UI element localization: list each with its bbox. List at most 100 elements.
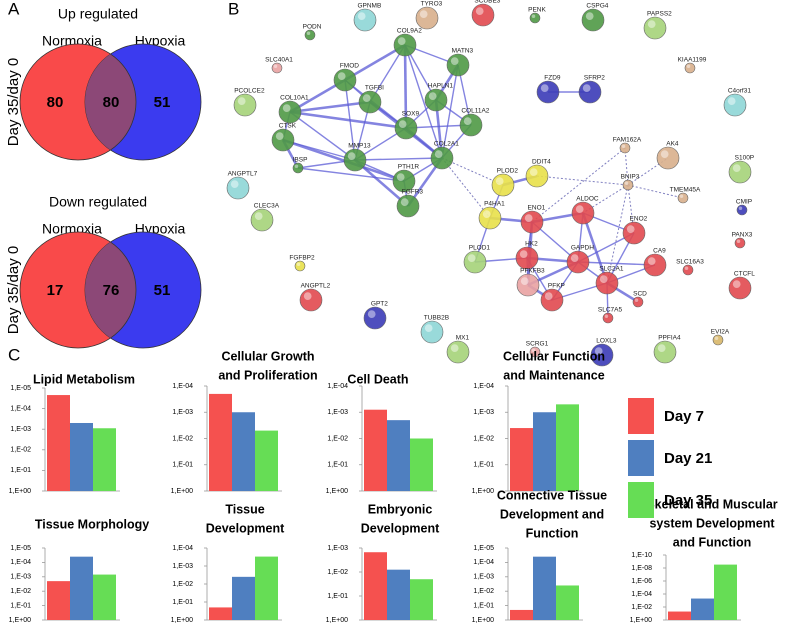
node-label: TMEM45A (670, 187, 701, 194)
node-highlight (624, 181, 629, 185)
node-label: CA9 (653, 248, 666, 255)
bar (714, 564, 737, 620)
node-highlight (582, 84, 591, 92)
node-label: C4orf31 (728, 88, 752, 95)
bar (510, 428, 533, 491)
node-highlight (230, 180, 239, 188)
node-highlight (294, 164, 299, 168)
chart-title: Tissue Morphology (35, 517, 149, 531)
y-tick-label: 1,E-02 (473, 435, 494, 442)
node-highlight (428, 92, 437, 100)
node-label: KIAA1199 (678, 57, 707, 64)
y-tick-label: 1,E-03 (473, 409, 494, 416)
y-tick-label: 1,E+00 (326, 617, 348, 624)
chart-title: Connective Tissue (497, 488, 607, 502)
network-edge (297, 167, 405, 182)
network-node (643, 16, 667, 40)
bar (47, 395, 70, 491)
y-tick-label: 1,E-01 (473, 462, 494, 469)
node-label: SFRP2 (584, 75, 605, 82)
node-highlight (531, 14, 536, 18)
node-label: TGFBI (365, 85, 384, 92)
y-tick-label: 1,E+00 (171, 617, 193, 624)
chart-title: and Function (673, 535, 751, 549)
network-node (529, 12, 541, 24)
y-tick-label: 1,E-02 (631, 604, 652, 611)
node-highlight (657, 344, 666, 352)
network-node (728, 276, 752, 300)
y-tick-label: 1,E-08 (631, 565, 652, 572)
y-tick-label: 1,E-01 (172, 599, 193, 606)
node-highlight (450, 344, 459, 352)
venn-title: Up regulated (58, 6, 138, 22)
node-label: PODN (303, 24, 322, 31)
bar (255, 556, 278, 620)
network-node (250, 208, 274, 232)
network-node (632, 296, 644, 308)
venn-count: 80 (103, 94, 120, 111)
bar (410, 438, 433, 491)
network-node (491, 173, 515, 197)
y-tick-label: 1,E-01 (327, 593, 348, 600)
network-node (622, 179, 634, 191)
node-highlight (296, 262, 301, 266)
bar (70, 422, 93, 491)
node-label: LOXL3 (596, 338, 617, 345)
node-label: PAPSS2 (647, 11, 672, 18)
venn-overlap (85, 44, 137, 160)
y-tick-label: 1,E-04 (473, 383, 494, 390)
node-highlight (575, 205, 584, 213)
network-edge (536, 175, 629, 186)
node-label: DDIT4 (532, 159, 551, 166)
node-label: CSPG4 (586, 3, 608, 10)
node-label: COL2A1 (434, 141, 459, 148)
node-highlight (254, 212, 263, 220)
node-highlight (463, 117, 472, 125)
y-tick-label: 1,E-02 (327, 569, 348, 576)
y-tick-label: 1,E-05 (10, 385, 31, 392)
node-highlight (519, 250, 528, 258)
bar (47, 581, 70, 620)
node-highlight (434, 150, 443, 158)
node-label: SCUBE3 (474, 0, 500, 5)
network-node (622, 221, 646, 245)
y-tick-label: 1,E-02 (172, 435, 193, 442)
bar (232, 412, 255, 491)
node-label: GAPDH (571, 245, 594, 252)
chart-title: and Proliferation (218, 368, 317, 382)
node-label: PPFIA4 (658, 335, 681, 342)
y-tick-label: 1,E-04 (473, 559, 494, 566)
network-node (233, 93, 257, 117)
bar (364, 409, 387, 491)
node-label: ALDOC (576, 196, 599, 203)
legend-swatch (628, 482, 654, 518)
node-label: AK4 (666, 141, 679, 148)
node-label: IBSP (293, 157, 308, 164)
node-label: SLC7A5 (598, 307, 623, 314)
chart-title: Cell Death (347, 372, 408, 386)
y-tick-label: 1,E-04 (327, 383, 348, 390)
network-edge (581, 212, 609, 284)
y-tick-label: 1,E-02 (10, 447, 31, 454)
node-highlight (540, 84, 549, 92)
y-tick-label: 1,E-02 (10, 588, 31, 595)
node-label: TYRO3 (421, 1, 443, 8)
chart-title: Skeletal and Muscular (646, 497, 777, 511)
node-label: FZD9 (544, 75, 561, 82)
bar (387, 569, 410, 620)
network-node (463, 250, 487, 274)
node-label: S100P (735, 155, 755, 162)
network-edge (289, 111, 356, 161)
network-node (619, 142, 631, 154)
node-label: PENK (528, 7, 546, 14)
node-highlight (647, 257, 656, 265)
node-label: MMP13 (348, 143, 371, 150)
network-node (581, 8, 605, 32)
node-highlight (524, 214, 533, 222)
node-label: SLC16A3 (676, 259, 704, 266)
network-edge (441, 157, 491, 219)
network-node (396, 194, 420, 218)
node-highlight (397, 37, 406, 46)
node-label: CTCFL (734, 271, 755, 278)
network-node (471, 3, 495, 27)
